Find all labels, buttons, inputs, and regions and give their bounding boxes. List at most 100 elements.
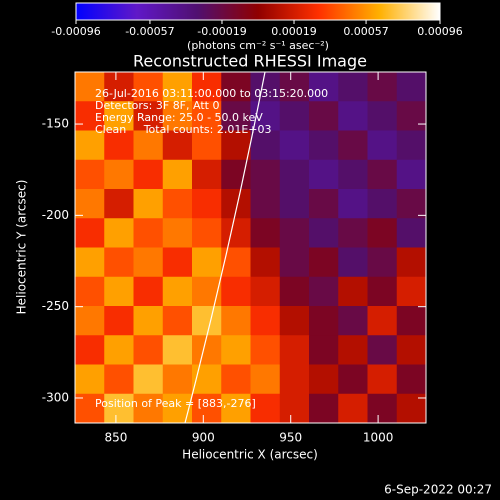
heatmap-cell <box>250 364 281 395</box>
heatmap-cell <box>221 218 251 248</box>
heatmap-cell <box>338 130 368 161</box>
heatmap-cell <box>309 247 339 278</box>
heatmap-cell <box>221 130 251 161</box>
heatmap-cell <box>279 189 310 219</box>
peak-annotation: Position of Peak = [883,-276] <box>95 397 256 410</box>
chart-title: Reconstructed RHESSI Image <box>133 52 367 71</box>
heatmap-cell <box>133 364 164 395</box>
footer-date: 6-Sep-2022 00:27 <box>384 483 492 497</box>
heatmap-cell <box>221 101 251 131</box>
heatmap-cell <box>75 364 105 395</box>
heatmap-cell <box>192 218 222 248</box>
heatmap-cell <box>367 335 398 365</box>
heatmap-cell <box>162 364 193 395</box>
heatmap-cell <box>338 276 368 307</box>
heatmap-cell <box>309 218 339 248</box>
heatmap-cell <box>192 159 222 190</box>
heatmap-cell <box>309 101 339 131</box>
heatmap-cell <box>162 218 193 248</box>
heatmap-cell <box>221 364 251 395</box>
heatmap-cell <box>250 101 281 131</box>
heatmap-cell <box>396 130 426 161</box>
heatmap-cell <box>396 247 426 278</box>
heatmap-cell <box>104 276 134 307</box>
heatmap <box>75 72 426 423</box>
heatmap-cell <box>104 72 134 102</box>
heatmap-cell <box>75 130 105 161</box>
heatmap-cell <box>338 101 368 131</box>
heatmap-cell <box>104 159 134 190</box>
heatmap-cell <box>104 101 134 131</box>
heatmap-cell <box>133 247 164 278</box>
x-tick-label: 850 <box>104 431 127 445</box>
annotation: Clean Total counts: 2.01E+03 <box>95 123 272 136</box>
heatmap-cell <box>162 335 193 365</box>
heatmap-cell <box>133 393 164 423</box>
heatmap-cell <box>75 101 105 131</box>
annotation: Energy Range: 25.0 - 50.0 keV <box>95 111 263 124</box>
heatmap-cell <box>279 364 310 395</box>
heatmap-cell <box>221 247 251 278</box>
heatmap-cell <box>367 189 398 219</box>
heatmap-cell <box>221 306 251 336</box>
heatmap-cell <box>75 159 105 190</box>
heatmap-cell <box>338 364 368 395</box>
colorbar-tick-label: -0.00057 <box>125 25 174 38</box>
heatmap-cell <box>396 218 426 248</box>
heatmap-cell <box>338 72 368 102</box>
colorbar <box>75 2 441 21</box>
y-tick-label: -300 <box>42 390 69 404</box>
heatmap-cell <box>133 159 164 190</box>
heatmap-cell <box>250 218 281 248</box>
heatmap-cell <box>104 364 134 395</box>
heatmap-cell <box>338 189 368 219</box>
heatmap-cell <box>162 72 193 102</box>
heatmap-cell <box>250 393 281 423</box>
heatmap-cell <box>338 159 368 190</box>
heatmap-cell <box>250 159 281 190</box>
heatmap-cell <box>396 276 426 307</box>
plot-frame <box>74 71 427 424</box>
heatmap-cell <box>75 335 105 365</box>
heatmap-cell <box>367 247 398 278</box>
heatmap-cell <box>162 101 193 131</box>
heatmap-cell <box>221 393 251 423</box>
heatmap-cell <box>309 393 339 423</box>
heatmap-cell <box>338 306 368 336</box>
heatmap-cell <box>133 130 164 161</box>
colorbar-tick-label: 0.00019 <box>271 25 317 38</box>
heatmap-cell <box>192 101 222 131</box>
heatmap-cell <box>309 306 339 336</box>
heatmap-cell <box>309 72 339 102</box>
heatmap-cell <box>133 72 164 102</box>
heatmap-cell <box>396 364 426 395</box>
x-axis-label: Heliocentric X (arcsec) <box>182 448 318 462</box>
heatmap-cell <box>192 276 222 307</box>
heatmap-cell <box>367 72 398 102</box>
heatmap-cell <box>338 393 368 423</box>
heatmap-cell <box>221 335 251 365</box>
heatmap-cell <box>309 189 339 219</box>
heatmap-cell <box>367 159 398 190</box>
heatmap-cell <box>192 130 222 161</box>
heatmap-cell <box>250 189 281 219</box>
heatmap-cell <box>396 159 426 190</box>
heatmap-cell <box>250 247 281 278</box>
heatmap-cell <box>309 159 339 190</box>
x-tick-label: 900 <box>192 431 215 445</box>
heatmap-cell <box>75 247 105 278</box>
heatmap-cell <box>279 306 310 336</box>
heatmap-cell <box>396 72 426 102</box>
x-tick-label: 950 <box>279 431 302 445</box>
colorbar-tick-label: 0.00096 <box>417 25 463 38</box>
heatmap-cell <box>396 335 426 365</box>
heatmap-cell <box>162 393 193 423</box>
heatmap-cell <box>192 189 222 219</box>
colorbar-tick-label: -0.00019 <box>197 25 246 38</box>
heatmap-cell <box>367 101 398 131</box>
heatmap-cell <box>250 276 281 307</box>
heatmap-cell <box>133 101 164 131</box>
heatmap-cell <box>192 306 222 336</box>
heatmap-cell <box>104 335 134 365</box>
